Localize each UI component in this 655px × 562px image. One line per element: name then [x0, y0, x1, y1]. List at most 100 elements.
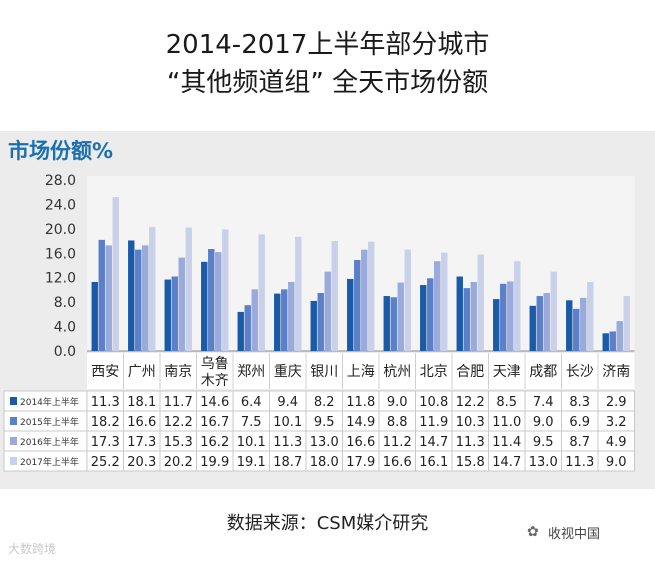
category-row: [87, 353, 635, 389]
bar: [105, 245, 112, 351]
category-label: 南京: [164, 364, 192, 380]
table-cell: 12.2: [456, 395, 485, 410]
bar: [434, 261, 441, 351]
bar: [135, 249, 142, 351]
bar: [347, 278, 354, 351]
table-cell: 16.1: [419, 455, 448, 470]
bar: [310, 300, 317, 351]
table-cell: 19.1: [237, 455, 266, 470]
table-cell: 16.6: [383, 455, 412, 470]
data-source-note: 数据来源：CSM媒介研究: [226, 513, 429, 534]
category-label: 重庆: [274, 364, 302, 380]
table-cell: 16.6: [127, 415, 156, 430]
bar: [514, 261, 521, 351]
bar: [383, 296, 390, 351]
table-cell: 10.1: [273, 415, 302, 430]
bar: [550, 271, 557, 351]
bar: [215, 252, 222, 351]
category-label: 西安: [91, 364, 119, 380]
table-cell: 14.7: [419, 435, 448, 450]
bar: [112, 197, 119, 351]
bar: [171, 276, 178, 351]
bar: [536, 296, 543, 351]
bar: [507, 281, 514, 351]
table-cell: 10.8: [419, 395, 448, 410]
table-cell: 11.4: [492, 435, 521, 450]
bar: [222, 229, 229, 351]
bar: [529, 305, 536, 351]
table-cell: 8.2: [314, 395, 335, 410]
legend-swatch: [10, 417, 17, 425]
table-cell: 14.6: [200, 395, 229, 410]
legend-swatch: [10, 397, 17, 405]
table-cell: 13.0: [529, 455, 558, 470]
bar: [361, 249, 368, 351]
category-label: 银川: [310, 364, 338, 380]
y-tick-label: 12.0: [45, 271, 76, 287]
table-cell: 11.9: [419, 415, 448, 430]
bar: [128, 240, 135, 351]
bar: [477, 254, 484, 351]
bar: [427, 278, 434, 351]
table-cell: 13.0: [310, 435, 339, 450]
bar: [288, 281, 295, 351]
bar: [404, 249, 411, 351]
y-tick-label: 28.0: [45, 173, 76, 189]
bar: [500, 283, 507, 351]
table-cell: 20.2: [164, 455, 193, 470]
legend-label: 2017年上半年: [20, 456, 79, 468]
y-tick-label: 24.0: [45, 197, 76, 213]
table-cell: 9.5: [533, 435, 554, 450]
bar: [251, 289, 258, 351]
bar: [354, 260, 361, 351]
table-cell: 15.3: [164, 435, 193, 450]
legend-label: 2016年上半年: [20, 436, 79, 448]
table-cell: 9.0: [533, 415, 554, 430]
chart-title-line1: 2014-2017上半年部分城市: [165, 30, 490, 60]
legend-label: 2015年上半年: [20, 416, 79, 428]
bar: [98, 239, 105, 351]
table-cell: 11.0: [492, 415, 521, 430]
bar: [201, 261, 208, 351]
table-cell: 6.4: [241, 395, 262, 410]
bar: [208, 249, 215, 351]
bar: [580, 297, 587, 351]
legend-swatch: [10, 457, 17, 465]
table-cell: 9.5: [314, 415, 335, 430]
y-tick-label: 8.0: [54, 295, 76, 311]
bar: [324, 271, 331, 351]
bar-chart: 0.0 4.0 8.0 12.0 16.0 20.0 24.0 28.0 西安 广州 南京 乌鲁木齐郑…: [3, 173, 635, 472]
category-label: 北京: [420, 364, 448, 380]
plot-area: [87, 176, 635, 351]
table-cell: 6.9: [569, 415, 590, 430]
bar: [164, 279, 171, 351]
table-cell: 18.2: [91, 415, 120, 430]
bar: [573, 308, 580, 351]
legend-label: 2014年上半年: [20, 396, 79, 408]
y-tick-label: 0.0: [54, 344, 76, 360]
table-cell: 18.1: [127, 395, 156, 410]
table-cell: 8.3: [569, 395, 590, 410]
table-cell: 11.3: [565, 455, 594, 470]
table-cell: 16.7: [200, 415, 229, 430]
bar: [258, 234, 265, 351]
table-cell: 19.9: [200, 455, 229, 470]
table-cell: 9.0: [606, 455, 627, 470]
table-cell: 16.6: [346, 435, 375, 450]
category-label: 广州: [128, 364, 156, 380]
bar: [368, 241, 375, 351]
category-label: 郑州: [237, 364, 265, 380]
legend-swatch: [10, 437, 17, 445]
table-cell: 20.3: [127, 455, 156, 470]
bar: [441, 252, 448, 351]
bar: [470, 281, 477, 351]
bar: [185, 227, 192, 351]
bar: [397, 282, 404, 351]
category-label: 天津: [493, 364, 521, 380]
table-cell: 17.3: [91, 435, 120, 450]
table-cell: 14.7: [492, 455, 521, 470]
bar: [566, 300, 573, 351]
chart-title-line2: “其他频道组” 全天市场份额: [166, 68, 489, 98]
wechat-icon: ✿: [527, 524, 539, 540]
table-cell: 25.2: [91, 455, 120, 470]
